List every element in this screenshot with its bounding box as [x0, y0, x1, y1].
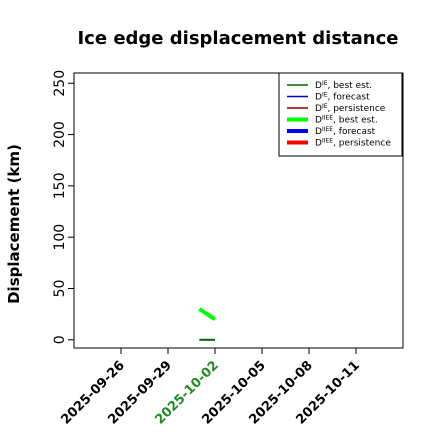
y-tick-label: 0: [52, 335, 68, 344]
chart-title: Ice edge displacement distance: [77, 28, 398, 49]
series-layer: [198, 307, 217, 341]
legend-entry: DIE, forecast: [315, 92, 370, 103]
y-axis: 0 50 100 150 200 250: [52, 70, 74, 344]
legend-entry: DIIEE, best est.: [315, 115, 378, 126]
plot-frame: [73, 72, 404, 349]
x-axis: 2025-09-262025-09-292025-10-022025-10-05…: [58, 348, 363, 428]
y-tick-label: 250: [52, 70, 68, 97]
legend-entry: DIE, persistence: [315, 103, 386, 114]
y-axis-label: Displacement (km): [5, 144, 23, 304]
legend-entry: DIIEE, persistence: [315, 138, 391, 149]
y-tick-label: 150: [52, 173, 68, 200]
series-line-4: [198, 307, 217, 321]
y-tick-label: 50: [52, 280, 68, 298]
y-tick-label: 100: [52, 224, 68, 251]
legend-entry: DIE, best est.: [315, 80, 372, 91]
y-tick-label: 200: [52, 121, 68, 148]
legend-entry: DIIEE, forecast: [315, 126, 376, 137]
